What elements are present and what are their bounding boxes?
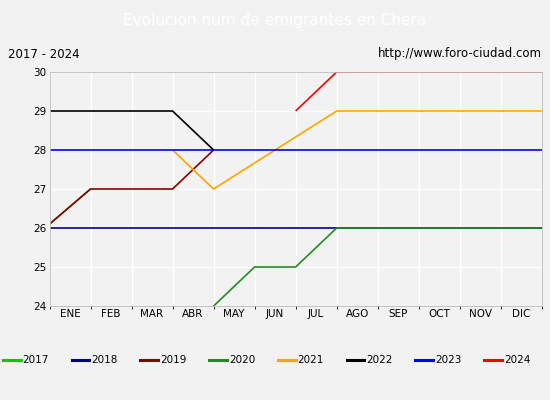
Text: Evolucion num de emigrantes en Chera: Evolucion num de emigrantes en Chera (123, 12, 427, 28)
Text: 2022: 2022 (366, 355, 393, 365)
Text: 2018: 2018 (91, 355, 118, 365)
Text: 2023: 2023 (435, 355, 461, 365)
Text: 2020: 2020 (229, 355, 255, 365)
Text: http://www.foro-ciudad.com: http://www.foro-ciudad.com (378, 48, 542, 60)
Text: 2021: 2021 (298, 355, 324, 365)
Text: 2019: 2019 (160, 355, 186, 365)
Text: 2017: 2017 (23, 355, 49, 365)
Text: 2024: 2024 (504, 355, 530, 365)
Text: 2017 - 2024: 2017 - 2024 (8, 48, 80, 60)
